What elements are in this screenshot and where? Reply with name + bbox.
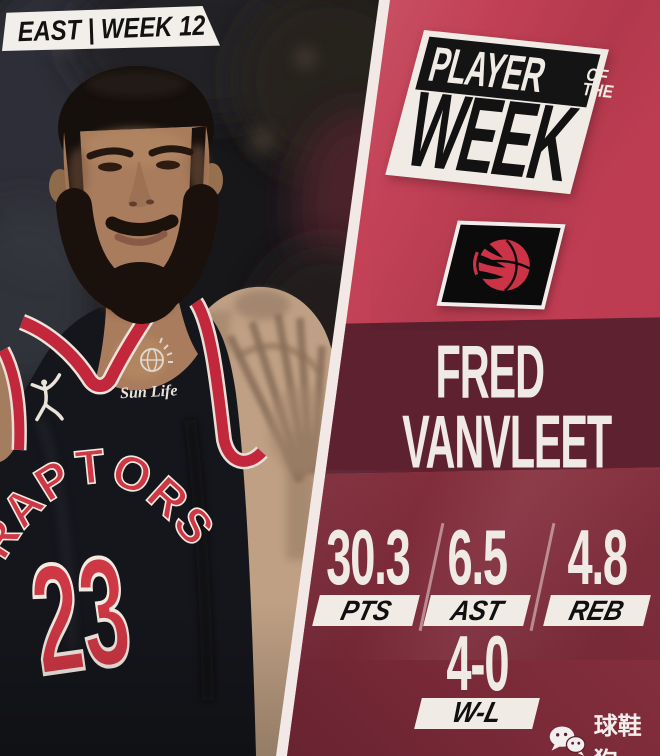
neckline-trim: [19, 296, 164, 392]
stat-points: 30.3 PTS: [296, 513, 436, 626]
crease-highlight-2: [300, 470, 660, 660]
stat-assists: 6.5 AST: [407, 513, 547, 626]
record-value: 4-0: [446, 619, 509, 707]
stat-points-label: PTS: [312, 595, 420, 626]
moustache: [105, 214, 179, 237]
stat-points-value: 30.3: [326, 513, 411, 601]
nose: [128, 162, 152, 208]
right-brow: [148, 145, 194, 157]
jumpman-icon: [30, 373, 64, 422]
record-block: 4-0 W-L: [397, 619, 557, 729]
east-week-badge: EAST | WEEK 12: [2, 6, 220, 51]
wechat-icon: [549, 726, 586, 756]
watermark: 球鞋狗: [548, 706, 660, 756]
sunlife-globe-icon: [140, 337, 173, 372]
player-head: [49, 66, 223, 324]
left-brow: [86, 147, 134, 160]
raptors-claw-icon: [471, 239, 531, 292]
badge-word-week: WEEK: [395, 68, 587, 204]
right-armhole-trim: [191, 298, 267, 467]
jersey-sponsor: Sun Life: [120, 382, 178, 402]
stat-rebounds-value: 4.8: [567, 513, 628, 601]
left-eye: [98, 162, 122, 172]
player-first-name: FRED: [435, 329, 545, 414]
east-week-label: EAST | WEEK 12: [16, 9, 206, 47]
stat-assists-value: 6.5: [447, 513, 508, 601]
right-eye: [156, 160, 180, 170]
left-armhole-trim: [0, 347, 25, 451]
player-last-name: VANVLEET: [402, 399, 612, 484]
watermark-text: 球鞋狗: [593, 712, 642, 756]
player-of-week-badge: PLAYER OF THE WEEK: [385, 30, 616, 204]
mouth: [114, 230, 168, 246]
stat-rebounds: 4.8 REB: [527, 513, 660, 626]
raptors-logo-box: [436, 220, 566, 310]
stat-rebounds-label: REB: [543, 595, 651, 626]
record-label: W-L: [414, 697, 540, 729]
